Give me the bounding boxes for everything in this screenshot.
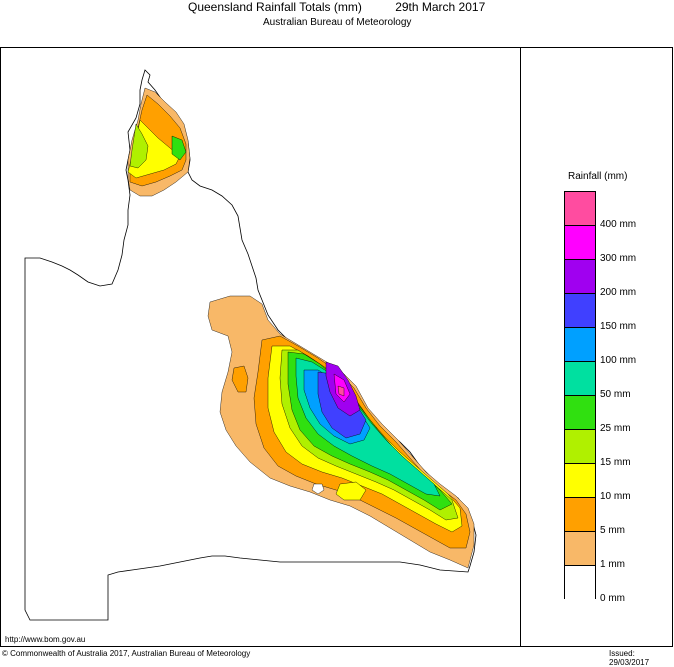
map-title: Queensland Rainfall Totals (mm) 29th Mar… <box>188 0 486 14</box>
legend-label: 200 mm <box>600 287 637 298</box>
map-subtitle: Australian Bureau of Meteorology <box>263 17 412 28</box>
legend-label: 25 mm <box>600 423 631 434</box>
legend-color-bar <box>564 191 596 600</box>
legend-swatch <box>565 294 595 328</box>
legend-label: 50 mm <box>600 389 631 400</box>
rain-pocket-5mm-west <box>231 365 249 393</box>
issued-date: Issued: 29/03/2017 <box>609 649 650 667</box>
legend-swatch <box>565 498 595 532</box>
legend-title: Rainfall (mm) <box>568 171 628 182</box>
rain-pocket-white <box>311 483 325 495</box>
legend-label: 1 mm <box>600 559 625 570</box>
legend-swatch <box>565 430 595 464</box>
rain-main-400mm <box>337 385 345 397</box>
map-frame <box>0 47 673 647</box>
copyright-text: © Commonwealth of Australia 2017, Austra… <box>2 649 251 658</box>
legend-label: 100 mm <box>600 355 637 366</box>
rain-cape-25mm <box>171 135 187 161</box>
legend-label: 10 mm <box>600 491 631 502</box>
legend-swatch <box>565 260 595 294</box>
legend-swatch <box>565 362 595 396</box>
legend-swatch <box>565 532 595 566</box>
legend-label: 300 mm <box>600 253 637 264</box>
legend-swatch <box>565 226 595 260</box>
legend-label: 150 mm <box>600 321 637 332</box>
legend-swatch <box>565 192 595 226</box>
legend-swatch <box>565 328 595 362</box>
source-url: http://www.bom.gov.au <box>5 635 86 644</box>
legend-label: 0 mm <box>600 593 625 604</box>
legend-swatch <box>565 464 595 498</box>
legend-swatch <box>565 566 595 600</box>
legend-label: 400 mm <box>600 219 637 230</box>
legend-label: 15 mm <box>600 457 631 468</box>
rain-pocket-10mm <box>335 481 367 501</box>
frame-divider <box>520 47 521 647</box>
legend-label: 5 mm <box>600 525 625 536</box>
legend-swatch <box>565 396 595 430</box>
rain-cape-15mm <box>129 123 149 169</box>
